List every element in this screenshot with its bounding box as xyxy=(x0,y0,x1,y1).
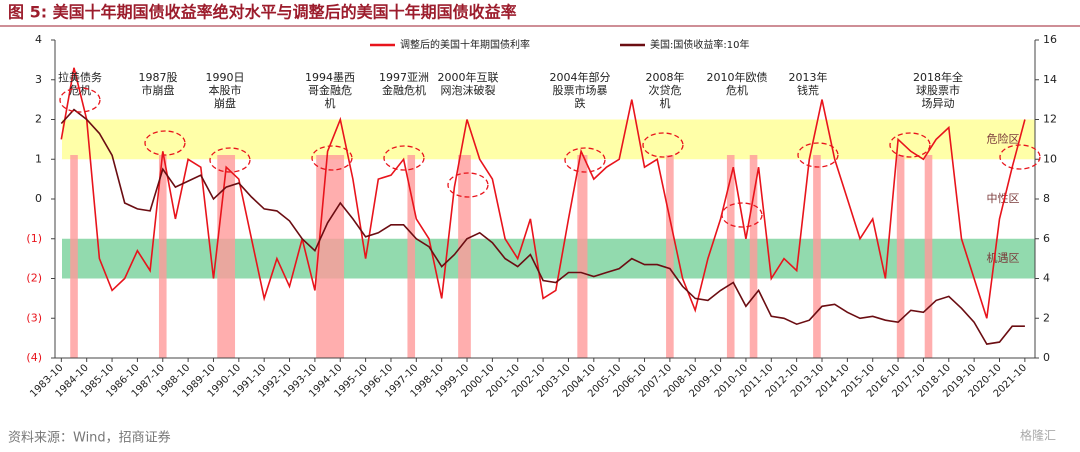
annotation: 2000年互联 xyxy=(438,70,499,84)
highlight-ellipse xyxy=(209,147,251,173)
annotation: 跌 xyxy=(575,96,586,110)
zone-label: 机遇区 xyxy=(987,251,1020,265)
annotation: 股票市场暴 xyxy=(553,83,608,97)
highlight-ellipse xyxy=(311,145,353,171)
annotation: 次贷危 xyxy=(649,83,682,97)
annotation: 网泡沫破裂 xyxy=(441,83,496,97)
annotation: 2013年 xyxy=(789,70,828,84)
annotation: 2008年 xyxy=(646,70,685,84)
zone-label: 危险区 xyxy=(987,131,1020,145)
y-tick-label: (4) xyxy=(26,351,42,364)
crisis-period xyxy=(726,155,735,358)
y-tick-label: (2) xyxy=(26,272,42,285)
y2-tick-label: 10 xyxy=(1043,152,1057,165)
crisis-period xyxy=(749,155,758,358)
crisis-period xyxy=(407,155,416,358)
y2-tick-label: 2 xyxy=(1043,311,1050,324)
annotation: 市崩盘 xyxy=(142,83,175,97)
zone-label: 中性区 xyxy=(987,191,1020,205)
chart-title: 图 5: 美国十年期国债收益率绝对水平与调整后的美国十年期国债收益率 xyxy=(8,3,517,22)
y-tick-label: 4 xyxy=(35,33,42,46)
y2-tick-label: 6 xyxy=(1043,232,1050,245)
highlight-ellipse xyxy=(59,87,101,113)
y-tick-label: 3 xyxy=(35,73,42,86)
y2-tick-label: 12 xyxy=(1043,113,1057,126)
crisis-period xyxy=(896,155,905,358)
annotation: 机 xyxy=(660,96,671,110)
annotation: 拉美债务 xyxy=(58,70,102,84)
series-line xyxy=(60,67,1026,319)
highlight-ellipse xyxy=(383,145,425,171)
zone-band xyxy=(62,119,1035,160)
annotation: 钱荒 xyxy=(797,83,819,97)
highlight-ellipse xyxy=(797,142,839,168)
annotation: 本股市 xyxy=(209,83,242,97)
annotation: 场异动 xyxy=(922,96,955,110)
crisis-period xyxy=(70,155,78,358)
y-tick-label: 0 xyxy=(35,192,42,205)
annotation: 危机 xyxy=(69,83,91,97)
annotation: 2010年欧债 xyxy=(707,70,768,84)
crisis-period xyxy=(577,155,588,358)
annotation: 危机 xyxy=(726,83,748,97)
annotation: 机 xyxy=(325,96,336,110)
annotation: 1987股 xyxy=(139,71,178,84)
annotation: 崩盘 xyxy=(214,96,236,110)
crisis-period xyxy=(458,155,471,358)
watermark: 格隆汇 xyxy=(1020,428,1056,443)
highlight-ellipse xyxy=(999,144,1041,170)
y2-tick-label: 16 xyxy=(1043,33,1057,46)
source: 资料来源：Wind，招商证券 xyxy=(8,430,171,446)
y-tick-label: (1) xyxy=(26,232,42,245)
annotation: 1997亚洲 xyxy=(379,71,429,84)
annotation: 哥金融危 xyxy=(308,83,352,97)
y-tick-label: 2 xyxy=(35,113,42,126)
y2-tick-label: 14 xyxy=(1043,73,1057,86)
y2-tick-label: 8 xyxy=(1043,192,1050,205)
highlight-ellipse xyxy=(447,172,489,198)
crisis-period xyxy=(316,155,345,358)
series-line xyxy=(60,108,1025,345)
y2-tick-label: 4 xyxy=(1043,272,1050,285)
y-tick-label: 1 xyxy=(35,152,42,165)
y2-tick-label: 0 xyxy=(1043,351,1050,364)
highlight-ellipse xyxy=(721,202,763,228)
annotation: 1990日 xyxy=(206,71,245,84)
highlight-ellipse xyxy=(144,130,186,156)
crisis-period xyxy=(158,155,167,358)
crisis-period xyxy=(924,155,933,358)
highlight-ellipse xyxy=(889,132,931,158)
annotation: 金融危机 xyxy=(382,83,426,97)
crisis-period xyxy=(813,155,821,358)
annotation: 2018年全 xyxy=(913,70,963,84)
highlight-ellipse xyxy=(642,132,684,158)
y-tick-label: (3) xyxy=(26,311,42,324)
legend-label: 美国:国债收益率:10年 xyxy=(650,38,749,51)
annotation: 球股票市 xyxy=(916,83,960,97)
annotation: 2004年部分 xyxy=(550,70,611,84)
annotation: 1994墨西 xyxy=(305,71,355,84)
highlight-ellipse xyxy=(564,147,606,173)
legend-label: 调整后的美国十年期国债利率 xyxy=(400,38,530,51)
crisis-period xyxy=(666,155,674,358)
